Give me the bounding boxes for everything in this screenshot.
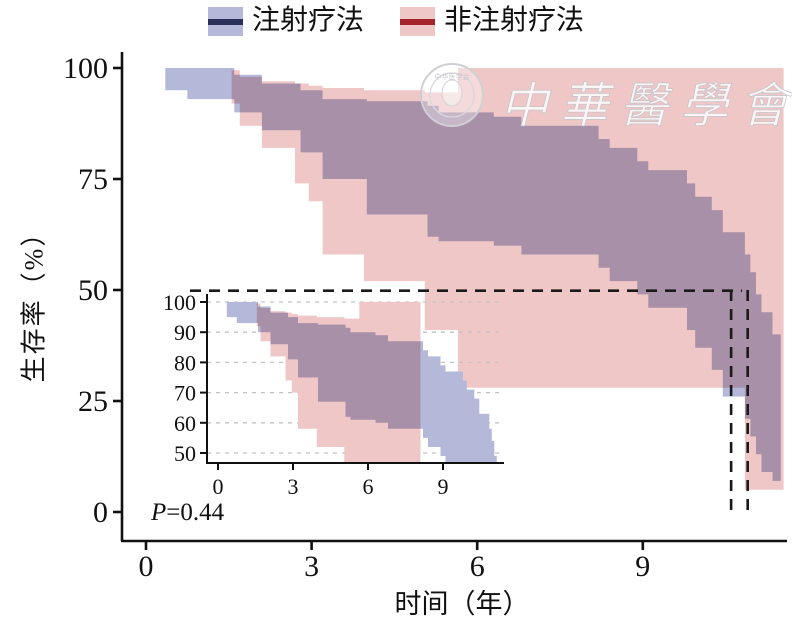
x-tick-label-9: 9: [635, 550, 650, 583]
legend-swatch-noninjection: [400, 6, 435, 36]
inset-y-tick-label-70: 70: [174, 381, 196, 406]
x-tick-label-6: 6: [470, 550, 485, 583]
legend-swatch-injection: [207, 6, 243, 36]
legend-item-noninjection: 非注射疗法: [400, 6, 584, 36]
watermark-seal-text: 中华医学会: [435, 72, 470, 81]
watermark-seal-inner-ring: [429, 72, 475, 118]
x-tick-label-0: 0: [139, 550, 154, 583]
inset-y-tick-label-90: 90: [174, 320, 196, 345]
inset-tick-labels: 100 90 80 70 60 50 0 3 6 9: [163, 290, 449, 499]
y-tick-label-100: 100: [63, 52, 108, 85]
inset-y-tick-label-100: 100: [163, 290, 196, 315]
watermark-script-text: 中華醫學會: [500, 80, 792, 133]
x-tick-label-3: 3: [304, 550, 319, 583]
x-axis-title: 时间（年）: [394, 589, 530, 618]
legend-label-injection: 注射疗法: [251, 5, 364, 36]
watermark-globe-icon: [441, 79, 463, 107]
inset-confidence-bands: [226, 302, 497, 463]
median-dashed-guides: [190, 289, 749, 516]
p-value-number: =0.44: [166, 499, 225, 526]
inset-y-tick-label-60: 60: [174, 411, 196, 436]
y-tick-label-50: 50: [78, 274, 108, 307]
y-tick-label-75: 75: [78, 163, 108, 196]
y-tick-label-0: 0: [93, 496, 108, 529]
inset-x-tick-label-0: 0: [213, 474, 224, 499]
noninjection-confidence-band: [231, 68, 784, 490]
p-value-symbol: P: [151, 499, 167, 526]
y-tick-label-25: 25: [78, 385, 108, 418]
legend-line-injection-icon: [207, 18, 243, 25]
inset-y-tick-label-50: 50: [174, 441, 196, 466]
legend-item-injection: 注射疗法: [207, 5, 364, 36]
inset-noninjection-band: [256, 302, 490, 463]
inset-x-tick-label-6: 6: [363, 474, 374, 499]
main-confidence-bands: [165, 68, 784, 490]
y-axis-title: 生存率（%）: [19, 218, 49, 383]
main-axes: [113, 52, 787, 550]
legend: 注射疗法 非注射疗法: [0, 6, 792, 36]
p-value-annotation: P=0.44: [151, 499, 224, 527]
inset-y-tick-label-80: 80: [174, 350, 196, 375]
legend-line-noninjection-icon: [400, 18, 435, 25]
inset-x-tick-label-9: 9: [438, 474, 449, 499]
inset-plot: 100 90 80 70 60 50 0 3 6 9: [163, 290, 504, 499]
legend-label-noninjection: 非注射疗法: [444, 5, 585, 36]
inset-x-tick-label-3: 3: [288, 474, 299, 499]
inset-axes: [200, 294, 504, 470]
